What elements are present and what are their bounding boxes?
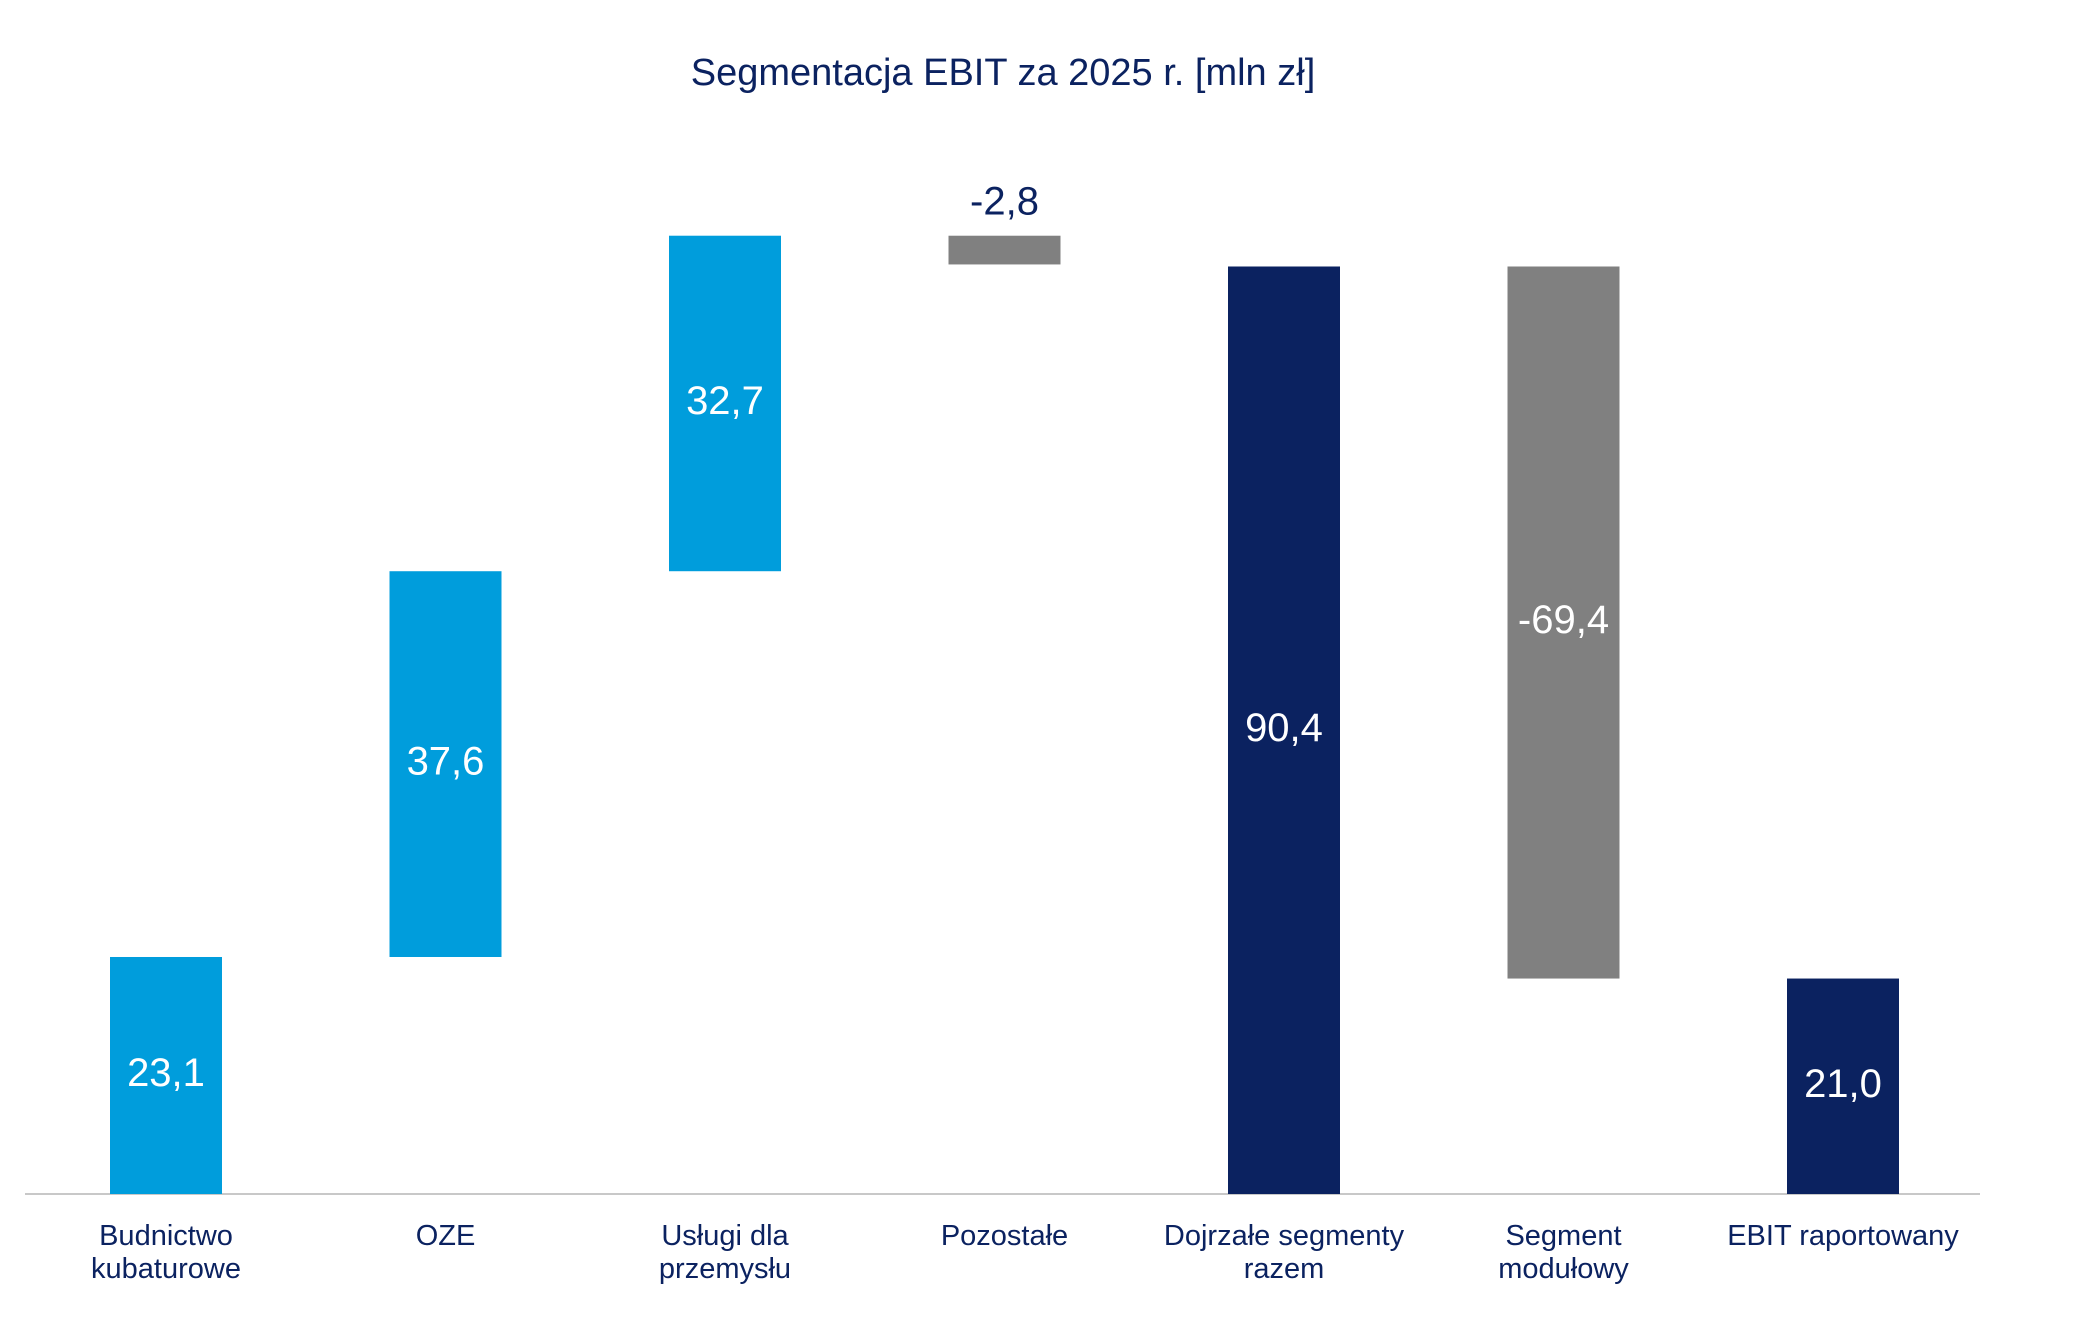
bar-3	[948, 235, 1061, 265]
bar-1	[389, 571, 502, 957]
value-label-0: 23,1	[127, 1051, 205, 1095]
category-label-6-0: EBIT raportowany	[1727, 1220, 1959, 1252]
category-label-3-0: Pozostałe	[941, 1220, 1068, 1252]
bar-4	[1228, 266, 1340, 1195]
bar-2	[669, 235, 781, 572]
value-label-6: 21,0	[1804, 1062, 1882, 1106]
bar-0	[110, 956, 222, 1194]
category-label-0-0: Budnictwo	[99, 1220, 233, 1252]
bar-5	[1507, 266, 1620, 979]
value-label-1: 37,6	[407, 740, 485, 784]
chart-title: Segmentacja EBIT za 2025 r. [mln zł]	[691, 52, 1316, 94]
value-label-4: 90,4	[1245, 706, 1323, 750]
value-labels-group: 23,1 37,6 32,7 -2,8 90,4 -69,4 21,0	[127, 179, 1882, 1106]
category-label-0-1: kubaturowe	[91, 1253, 241, 1285]
category-label-5-1: modułowy	[1498, 1253, 1629, 1285]
value-label-5: -69,4	[1518, 598, 1609, 642]
category-label-1-0: OZE	[416, 1220, 476, 1252]
value-label-2: 32,7	[686, 379, 764, 423]
category-label-4-1: razem	[1244, 1253, 1325, 1285]
category-label-2-0: Usługi dla	[661, 1220, 789, 1252]
category-label-2-1: przemysłu	[659, 1253, 791, 1285]
bars-group	[110, 235, 1899, 1195]
bar-6	[1787, 978, 1899, 1194]
value-label-3: -2,8	[970, 179, 1039, 223]
category-label-4-0: Dojrzałe segmenty	[1164, 1220, 1405, 1252]
category-label-5-0: Segment	[1505, 1220, 1621, 1252]
